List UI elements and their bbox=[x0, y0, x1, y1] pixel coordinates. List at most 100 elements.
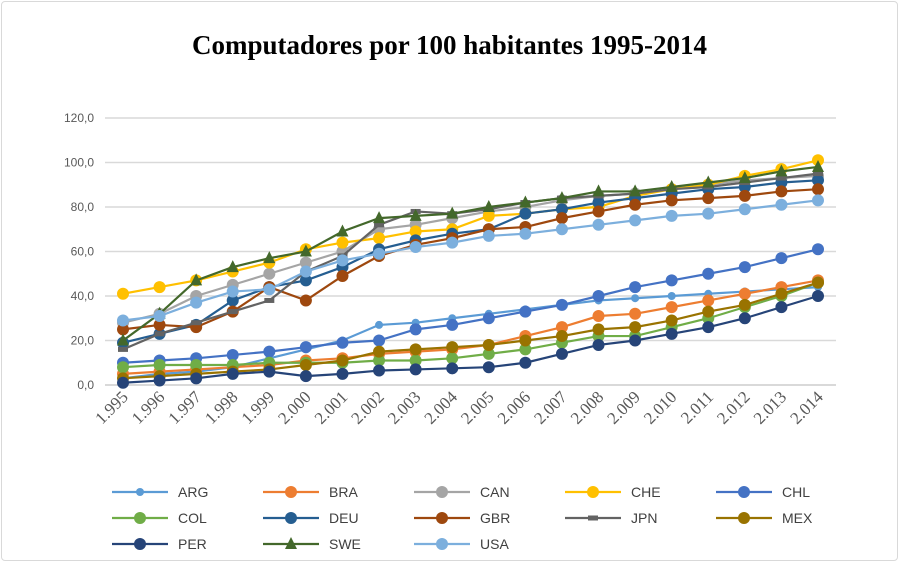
x-tick-label: 1.997 bbox=[165, 387, 206, 428]
data-point bbox=[299, 294, 312, 307]
x-tick-label: 1.998 bbox=[201, 387, 241, 427]
legend-marker bbox=[285, 537, 297, 549]
data-point bbox=[702, 267, 715, 280]
data-point bbox=[482, 200, 495, 212]
series-can bbox=[117, 169, 824, 329]
data-point bbox=[775, 287, 788, 300]
legend-label: BRA bbox=[329, 484, 358, 500]
data-point bbox=[153, 318, 166, 331]
x-tick-label: 2.014 bbox=[786, 387, 827, 428]
data-point bbox=[665, 209, 678, 222]
data-point bbox=[153, 374, 166, 387]
series-line bbox=[122, 159, 819, 295]
x-tick-label: 2.003 bbox=[384, 387, 424, 427]
data-point bbox=[775, 252, 788, 265]
legend-marker bbox=[134, 512, 146, 524]
legend-label: CHE bbox=[631, 484, 661, 500]
data-point bbox=[592, 205, 605, 218]
data-point bbox=[776, 175, 787, 181]
series-line bbox=[122, 294, 819, 384]
data-point bbox=[738, 203, 751, 216]
data-point bbox=[482, 361, 495, 374]
data-point bbox=[409, 208, 422, 221]
legend-item-can: CAN bbox=[414, 484, 510, 500]
data-point bbox=[738, 171, 751, 184]
data-point bbox=[519, 305, 532, 318]
data-point bbox=[592, 323, 605, 336]
legend-label: USA bbox=[480, 536, 509, 552]
x-tick-label: 2.007 bbox=[530, 387, 571, 428]
data-point bbox=[519, 195, 532, 208]
data-point bbox=[154, 331, 165, 337]
data-point bbox=[702, 175, 715, 188]
data-point bbox=[812, 183, 824, 196]
x-tick-label: 2.013 bbox=[750, 387, 790, 427]
data-point bbox=[702, 321, 715, 334]
data-point bbox=[118, 346, 128, 352]
legend-item-gbr: GBR bbox=[414, 510, 510, 526]
legend-item-col: COL bbox=[112, 510, 207, 526]
legend-label: CAN bbox=[480, 484, 510, 500]
series-gbr bbox=[117, 183, 824, 336]
data-point bbox=[409, 241, 422, 254]
y-tick-label: 40,0 bbox=[71, 289, 95, 303]
legend-label: DEU bbox=[329, 510, 359, 526]
data-point bbox=[117, 361, 129, 374]
data-point bbox=[446, 352, 459, 365]
data-point bbox=[299, 256, 312, 269]
legend: ARG BRA CAN CHE CHL COL DEU GBR JPN MEX PER SWE USA bbox=[112, 484, 813, 552]
data-point bbox=[336, 236, 349, 249]
data-point bbox=[519, 207, 532, 220]
legend-label: JPN bbox=[631, 510, 657, 526]
data-point bbox=[555, 298, 568, 311]
legend-item-arg: ARG bbox=[112, 484, 208, 500]
data-point bbox=[555, 203, 568, 216]
data-point bbox=[409, 363, 422, 376]
series-chl bbox=[117, 243, 824, 369]
data-point bbox=[299, 358, 312, 371]
data-point bbox=[519, 343, 532, 356]
data-point bbox=[336, 354, 349, 367]
data-point bbox=[299, 370, 312, 383]
legend-marker bbox=[134, 538, 146, 550]
x-tick-label: 2.009 bbox=[603, 387, 643, 427]
x-tick-label: 1.995 bbox=[91, 387, 131, 427]
data-point bbox=[227, 309, 238, 315]
legend-item-chl: CHL bbox=[716, 484, 810, 500]
legend-item-che: CHE bbox=[565, 484, 661, 500]
data-point bbox=[190, 372, 203, 385]
data-point bbox=[117, 314, 129, 327]
data-point bbox=[592, 290, 605, 302]
data-point bbox=[738, 189, 751, 202]
series-line bbox=[122, 188, 819, 331]
data-point bbox=[702, 207, 715, 220]
data-point bbox=[812, 276, 824, 289]
data-point bbox=[629, 307, 642, 320]
data-point bbox=[446, 362, 459, 375]
legend-marker bbox=[136, 488, 144, 496]
legend-marker bbox=[738, 512, 750, 524]
data-point bbox=[153, 358, 166, 371]
data-point bbox=[373, 364, 386, 377]
data-point bbox=[299, 274, 312, 287]
legend-item-mex: MEX bbox=[716, 510, 813, 526]
legend-item-swe: SWE bbox=[263, 536, 361, 552]
y-tick-label: 20,0 bbox=[71, 334, 95, 348]
series-usa bbox=[117, 194, 824, 327]
data-point bbox=[813, 171, 823, 177]
data-point bbox=[190, 296, 203, 309]
x-tick-label: 2.012 bbox=[713, 387, 753, 427]
data-point bbox=[336, 336, 349, 349]
data-point bbox=[153, 281, 166, 294]
data-point bbox=[373, 232, 386, 245]
x-tick-label: 2.001 bbox=[311, 387, 351, 427]
data-point bbox=[373, 247, 386, 260]
data-point bbox=[117, 333, 129, 346]
data-point bbox=[812, 159, 824, 172]
data-point bbox=[446, 341, 459, 354]
data-point bbox=[812, 243, 824, 256]
data-point bbox=[226, 367, 239, 380]
data-point bbox=[812, 194, 824, 207]
x-tick-label: 2.008 bbox=[567, 387, 607, 427]
data-point bbox=[702, 192, 715, 205]
